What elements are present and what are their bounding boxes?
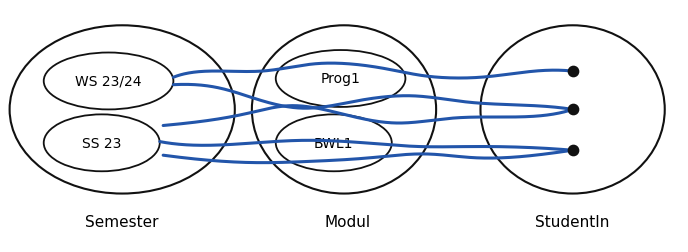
- Text: BWL1: BWL1: [314, 136, 354, 150]
- Point: [567, 108, 578, 112]
- Point: [567, 149, 578, 153]
- Text: SS 23: SS 23: [82, 136, 121, 150]
- Text: WS 23/24: WS 23/24: [75, 75, 142, 89]
- Text: StudentIn: StudentIn: [535, 214, 610, 230]
- Text: Modul: Modul: [324, 214, 370, 230]
- Point: [567, 70, 578, 74]
- Text: Prog1: Prog1: [321, 72, 361, 86]
- Text: Semester: Semester: [85, 214, 159, 230]
